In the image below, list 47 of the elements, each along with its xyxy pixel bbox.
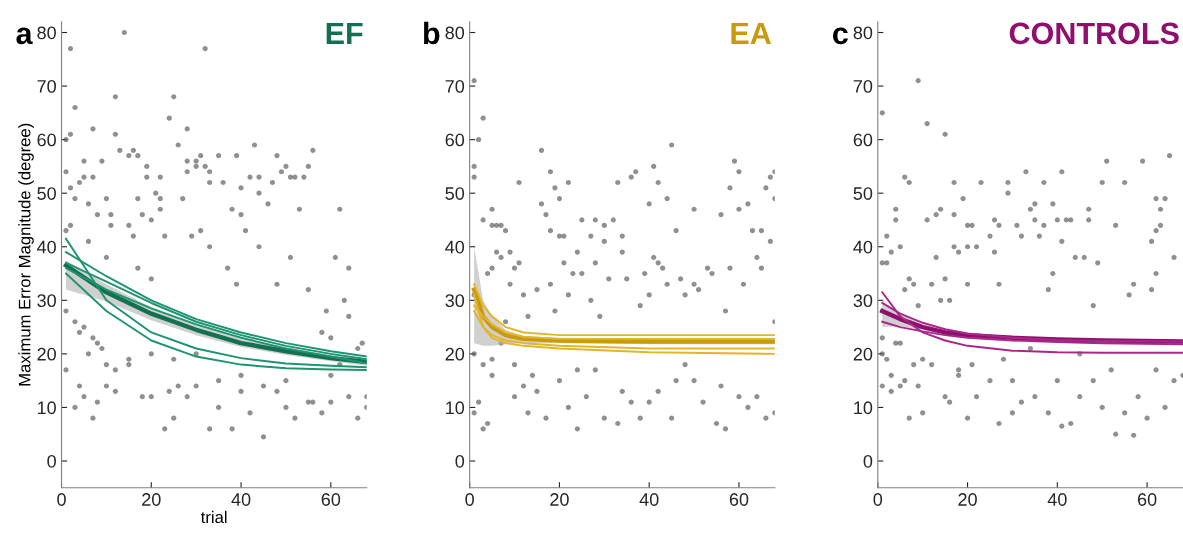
y-tick-label: 70: [853, 80, 873, 93]
y-tick-label: 30: [37, 294, 56, 308]
y-tick-label: 80: [445, 26, 465, 40]
x-tick-label: 0: [465, 493, 474, 506]
y-axis-title: Maximum Error Magnitude (degree): [18, 123, 34, 386]
x-tick-label: 40: [1047, 493, 1067, 506]
y-tick-label: 50: [445, 187, 465, 200]
y-tick-label: 20: [445, 347, 465, 361]
x-tick-label: 40: [231, 493, 251, 506]
y-tick-label: 10: [37, 401, 56, 415]
y-tick-label: 70: [37, 80, 56, 93]
y-tick-label: 60: [853, 133, 873, 147]
y-tick-label: 50: [853, 187, 873, 200]
y-tick-label: 0: [47, 454, 56, 468]
y-tick-label: 10: [854, 401, 873, 415]
x-tick-label: 20: [550, 493, 569, 506]
y-tick-label: 40: [853, 240, 873, 254]
y-tick-label: 30: [853, 294, 873, 308]
text: b: [424, 21, 440, 45]
x-tick-label: 0: [873, 493, 883, 506]
y-tick-label: 20: [37, 347, 56, 361]
x-tick-label: 40: [639, 493, 659, 506]
x-tick-label: 60: [321, 493, 341, 506]
y-tick-label: 0: [863, 454, 873, 468]
y-tick-label: 80: [853, 26, 873, 40]
y-tick-label: 50: [37, 187, 56, 200]
x-tick-label: 20: [142, 493, 161, 506]
x-tick-label: 60: [1137, 493, 1157, 506]
x-tick-label: 20: [958, 493, 977, 506]
text: c: [832, 27, 848, 45]
y-tick-label: 60: [445, 133, 465, 147]
y-tick-label: 10: [446, 401, 465, 415]
y-tick-label: 40: [445, 240, 465, 254]
y-tick-label: 70: [445, 80, 465, 93]
y-tick-label: 40: [36, 240, 56, 254]
chart-title: CONTROLS: [1009, 22, 1179, 45]
x-axis-title: trial: [200, 510, 227, 524]
y-tick-label: 0: [455, 454, 465, 468]
chart-title: EF: [326, 22, 363, 44]
x-tick-label: 60: [729, 493, 749, 506]
y-tick-label: 20: [853, 347, 873, 361]
y-tick-label: 30: [445, 294, 465, 308]
chart-title: EA: [731, 22, 771, 44]
x-tick-label: 0: [57, 493, 66, 506]
y-tick-label: 60: [37, 133, 56, 147]
text: a: [16, 27, 33, 45]
y-tick-label: 80: [37, 26, 56, 40]
